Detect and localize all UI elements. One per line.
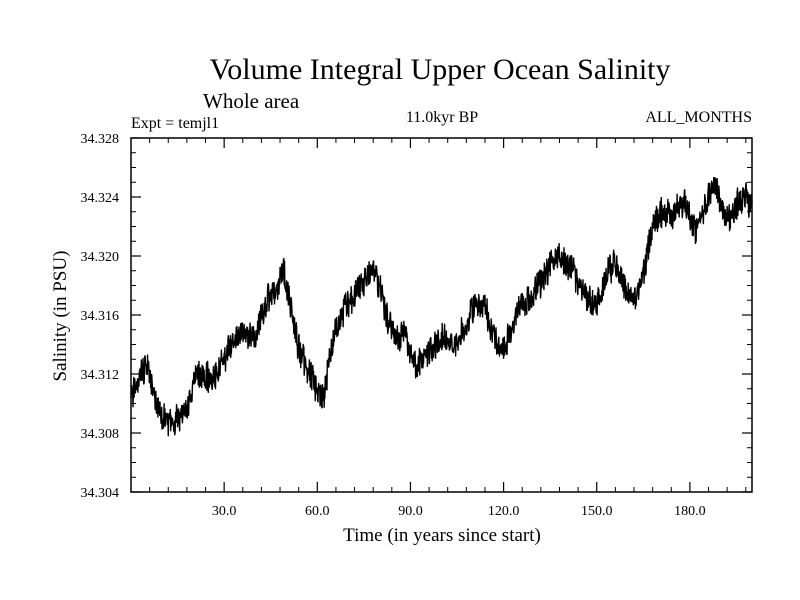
y-tick-label: 34.324 <box>81 191 120 206</box>
plot-frame <box>130 137 753 493</box>
y-tick-label: 34.320 <box>81 250 120 265</box>
y-tick-label: 34.316 <box>81 309 120 324</box>
x-tick-labels: 30.0 60.0 90.0 120.0 150.0 180.0 <box>212 504 706 519</box>
chart-subtitle: Whole area <box>203 89 300 113</box>
x-tick-label: 60.0 <box>305 504 330 519</box>
x-axis-label: Time (in years since start) <box>343 525 541 546</box>
months-label: ALL_MONTHS <box>645 109 752 126</box>
y-tick-label: 34.328 <box>81 132 120 147</box>
period-label: 11.0kyr BP <box>406 109 478 126</box>
y-tick-label: 34.312 <box>81 368 120 383</box>
x-tick-label: 30.0 <box>212 504 237 519</box>
y-tick-label: 34.308 <box>81 427 120 442</box>
experiment-label: Expt = temjl1 <box>131 115 219 132</box>
series-layer <box>130 176 753 437</box>
axis-ticks <box>131 137 752 493</box>
y-tick-labels: 34.304 34.308 34.312 34.316 34.320 34.324 34.3… <box>81 132 120 501</box>
x-tick-label: 120.0 <box>488 504 520 519</box>
x-tick-label: 150.0 <box>581 504 613 519</box>
salinity-series-line <box>130 176 753 437</box>
chart-title: Volume Integral Upper Ocean Salinity <box>210 53 671 86</box>
x-tick-label: 180.0 <box>674 504 706 519</box>
y-tick-label: 34.304 <box>81 486 120 501</box>
y-axis-label: Salinity (in PSU) <box>50 251 71 382</box>
x-tick-label: 90.0 <box>398 504 423 519</box>
